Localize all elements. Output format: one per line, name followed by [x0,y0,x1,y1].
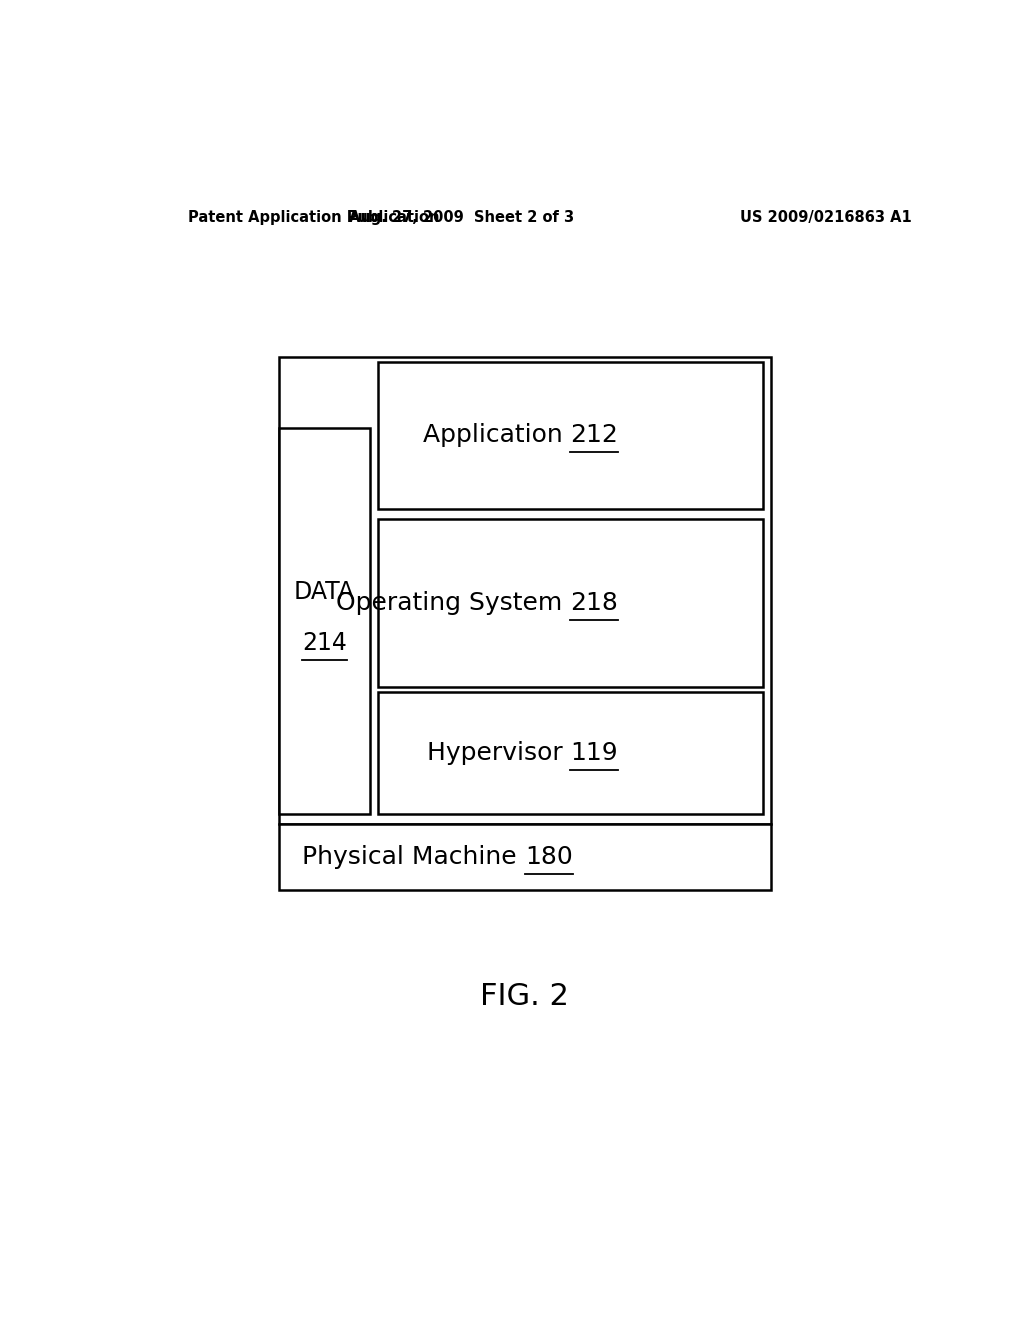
Text: 214: 214 [302,631,347,655]
Bar [279,428,370,814]
Text: Aug. 27, 2009  Sheet 2 of 3: Aug. 27, 2009 Sheet 2 of 3 [349,210,573,224]
Text: 180: 180 [524,845,572,869]
Text: Application: Application [423,424,570,447]
Text: Patent Application Publication: Patent Application Publication [187,210,439,224]
Text: 119: 119 [570,741,618,766]
Bar [378,519,763,686]
Text: Hypervisor: Hypervisor [427,741,570,766]
Text: Physical Machine: Physical Machine [302,845,524,869]
Text: DATA: DATA [294,581,355,605]
Text: Operating System: Operating System [336,591,570,615]
Bar [279,824,771,890]
Text: US 2009/0216863 A1: US 2009/0216863 A1 [740,210,912,224]
Text: 218: 218 [570,591,618,615]
Text: 212: 212 [570,424,618,447]
Bar [378,362,763,510]
Bar [279,356,771,824]
Text: FIG. 2: FIG. 2 [480,982,569,1011]
Bar [378,692,763,814]
